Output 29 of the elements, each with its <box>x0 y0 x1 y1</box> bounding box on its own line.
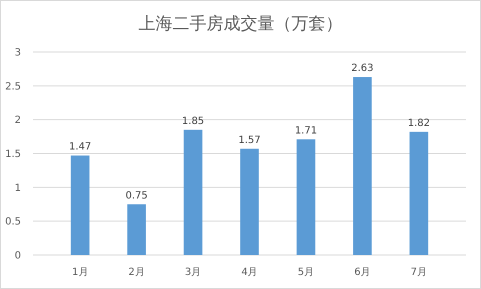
x-tick-label: 4月 <box>241 267 258 278</box>
y-tick-label: 1 <box>14 182 21 194</box>
y-tick-label: 1.5 <box>5 149 21 160</box>
data-label: 1.47 <box>69 142 92 153</box>
bar <box>240 148 259 255</box>
data-label: 1.82 <box>408 118 430 129</box>
data-label: 1.57 <box>238 134 261 146</box>
data-label: 1.85 <box>182 116 204 127</box>
bar <box>127 204 146 255</box>
x-tick-label: 2月 <box>128 267 145 278</box>
bar <box>184 130 202 255</box>
bar <box>410 132 428 255</box>
x-tick-label: 3月 <box>184 267 202 278</box>
bar <box>70 156 90 255</box>
y-tick-label: 3 <box>14 48 21 58</box>
bar <box>296 139 316 255</box>
data-label: 1.71 <box>294 125 318 136</box>
data-label: 0.75 <box>125 190 148 202</box>
chart-title: 上海二手房成交量（万套） <box>138 14 342 34</box>
x-tick-label: 6月 <box>354 267 371 278</box>
x-tick-label: 7月 <box>410 267 428 278</box>
y-tick-label: 2.5 <box>5 81 21 92</box>
y-tick-label: 0.5 <box>5 216 21 228</box>
x-tick-label: 5月 <box>298 267 314 278</box>
data-label: 2.63 <box>351 63 374 74</box>
bar <box>353 77 372 255</box>
x-tick-label: 1月 <box>72 267 88 278</box>
y-tick-label: 0 <box>14 250 21 262</box>
y-tick-label: 2 <box>14 115 21 126</box>
